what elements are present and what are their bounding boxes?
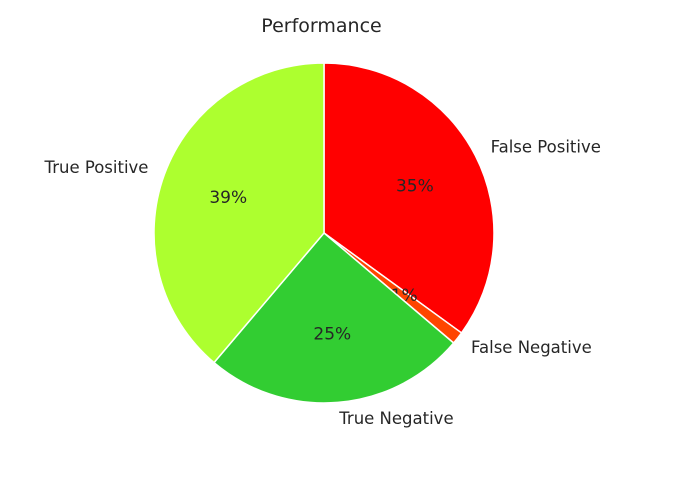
slice-label-true-positive: True Positive [44, 158, 149, 177]
slice-label-true-negative: True Negative [338, 409, 453, 428]
pct-label-true-negative: 25% [313, 325, 351, 345]
slice-label-false-negative: False Negative [471, 338, 592, 357]
pie-slice-true-positive [153, 62, 325, 364]
pie-slice-false-positive [323, 62, 495, 334]
slice-label-false-positive: False Positive [491, 138, 601, 157]
chart-title: Performance [261, 15, 382, 37]
pct-label-true-positive: 39% [209, 188, 247, 208]
pie-slice-true-negative [213, 232, 455, 404]
pct-label-false-positive: 35% [396, 177, 434, 197]
